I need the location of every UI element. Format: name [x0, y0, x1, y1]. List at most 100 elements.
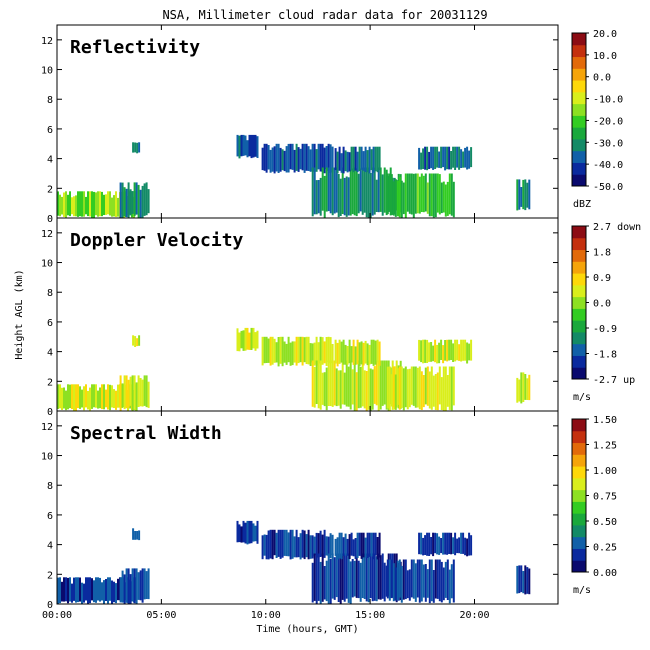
cloud-strand [311, 143, 314, 172]
plot-frame [56, 410, 559, 605]
cloud-strand [256, 520, 259, 544]
cloud-strand [364, 340, 367, 364]
cloud-strand [67, 577, 69, 604]
cloud-strand [462, 532, 465, 554]
y-tick-label: 6 [47, 511, 53, 522]
colorbar-segment [572, 162, 586, 175]
cloud-strand [371, 167, 374, 216]
colorbar-tick-label: 0.50 [593, 517, 617, 528]
cloud-strand [428, 173, 431, 217]
cloud-strand [111, 197, 113, 217]
cloud-strand [101, 582, 103, 601]
cloud-strand [344, 344, 347, 365]
cloud-strand [440, 339, 443, 360]
cloud-strand [71, 384, 73, 410]
cloud-strand [390, 559, 393, 599]
cloud-strand [57, 384, 59, 409]
cloud-strand [315, 336, 318, 365]
cloud-strand [125, 375, 128, 409]
cloud-strand [93, 580, 95, 603]
cloud-strand [406, 369, 409, 410]
cloud-strand [75, 195, 77, 217]
cloud-strand [341, 360, 344, 405]
cloud-strand [518, 379, 521, 402]
cloud-strand [369, 553, 372, 599]
cloud-strand [293, 149, 296, 173]
cloud-strand [299, 336, 302, 363]
cloud-strand [373, 553, 376, 601]
cloud-strand [334, 148, 337, 171]
cloud-strand [236, 328, 239, 352]
cloud-strand [331, 553, 334, 599]
cloud-region [516, 372, 531, 404]
cloud-strand [305, 336, 308, 364]
cloud-strand [246, 327, 249, 350]
cloud-strand [254, 134, 257, 157]
cloud-strand [279, 336, 282, 364]
cloud-strand [385, 169, 388, 216]
colorbar-segment [572, 548, 586, 561]
cloud-strand [317, 342, 320, 366]
cloud-strand [336, 151, 339, 174]
cloud-strand [143, 183, 146, 216]
cloud-strand [440, 377, 443, 410]
cloud-strand [248, 332, 251, 350]
cloud-strand [426, 569, 429, 598]
cloud-strand [450, 339, 453, 360]
cloud-strand [386, 366, 389, 409]
cloud-strand [279, 529, 282, 559]
cloud-strand [236, 134, 239, 157]
cloud-strand [438, 559, 441, 602]
cloud-strand [406, 173, 409, 212]
y-axis-label: Height AGL (km) [14, 269, 25, 359]
colorbar-segment [572, 174, 586, 187]
cloud-strand [343, 372, 346, 405]
cloud-strand [464, 147, 467, 168]
cloud-strand [377, 360, 380, 411]
cloud-strand [422, 537, 425, 556]
colorbar-segment [572, 284, 586, 298]
cloud-strand [327, 143, 330, 172]
cloud-strand [470, 147, 473, 168]
cloud-strand [317, 143, 320, 170]
cloud-strand [342, 339, 345, 365]
cloud-region [386, 559, 455, 604]
cloud-strand [59, 194, 61, 217]
cloud-strand [297, 336, 300, 364]
cloud-region [119, 182, 150, 218]
colorbar-segment [572, 524, 586, 538]
cloud-strand [383, 562, 386, 602]
cloud-strand [335, 368, 338, 407]
cloud-strand [466, 146, 469, 170]
cloud-strand [75, 384, 77, 411]
cloud-strand [456, 339, 459, 361]
cloud-strand [334, 538, 337, 556]
cloud-strand [410, 559, 413, 598]
cloud-strand [468, 343, 471, 361]
cloud-strand [317, 360, 320, 409]
cloud-strand [111, 580, 113, 604]
cloud-strand [458, 146, 461, 170]
cloud-strand [358, 342, 361, 367]
cloud-strand [372, 532, 375, 560]
cloud-strand [379, 360, 382, 410]
cloud-strand [325, 337, 328, 366]
cloud-strand [381, 360, 384, 406]
cloud-strand [335, 167, 338, 213]
cloud-strand [442, 532, 445, 555]
cloud-strand [444, 146, 447, 171]
cloud-strand [275, 342, 278, 363]
cloud-region [132, 528, 141, 541]
cloud-strand [141, 379, 144, 407]
cloud-strand [99, 191, 101, 217]
cloud-strand [61, 581, 63, 602]
cloud-strand [357, 560, 360, 599]
cloud-region [119, 568, 150, 604]
cloud-strand [347, 177, 350, 216]
cloud-strand [138, 142, 141, 153]
cloud-strand [117, 384, 119, 408]
cloud-strand [309, 535, 312, 559]
cloud-strand [141, 568, 144, 603]
cloud-strand [99, 577, 101, 602]
cloud-strand [79, 577, 81, 602]
